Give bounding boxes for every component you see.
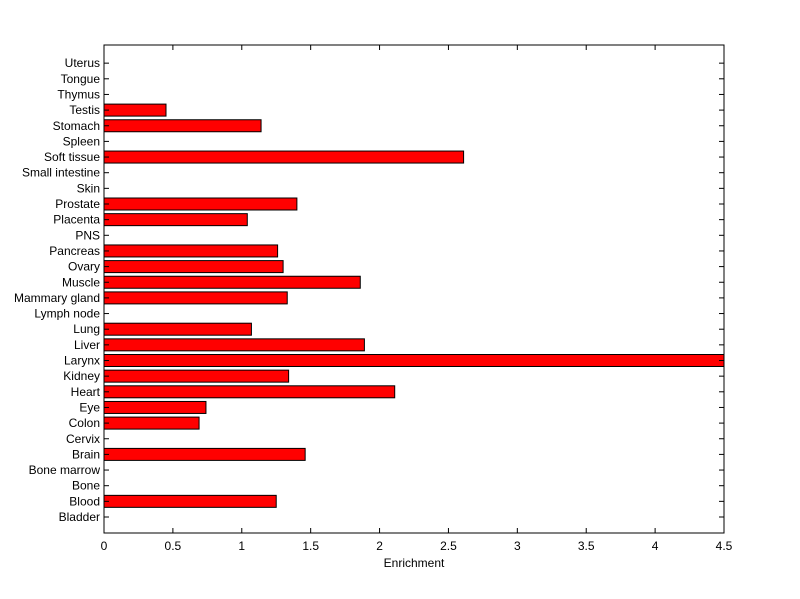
y-tick-label: Bone marrow xyxy=(29,463,101,477)
y-tick-label: Prostate xyxy=(55,197,100,211)
bar-soft-tissue xyxy=(103,150,465,164)
y-tick-label: Eye xyxy=(79,400,100,414)
y-tick-label: Spleen xyxy=(63,134,100,148)
bar-eye xyxy=(103,400,207,414)
y-tick-label: Lymph node xyxy=(34,307,100,321)
y-tick-label: Testis xyxy=(69,103,100,117)
x-tick-label: 1.5 xyxy=(302,539,319,553)
y-tick-label: Thymus xyxy=(57,87,100,101)
y-tick-label: Heart xyxy=(71,385,101,399)
bar-muscle xyxy=(103,275,361,289)
y-tick-label: Uterus xyxy=(65,56,100,70)
bar-ovary xyxy=(103,260,284,274)
bar-pancreas xyxy=(103,244,279,258)
bar-stomach xyxy=(103,119,262,133)
y-tick-label: Liver xyxy=(74,338,100,352)
x-axis-title: Enrichment xyxy=(384,556,445,570)
bar-prostate xyxy=(103,197,298,211)
y-tick-label: Colon xyxy=(69,416,100,430)
y-tick-label: Small intestine xyxy=(22,166,100,180)
x-tick-label: 2 xyxy=(376,539,383,553)
bar-lung xyxy=(103,322,252,336)
bar-blood xyxy=(103,494,277,508)
y-tick-label: Pancreas xyxy=(49,244,100,258)
bar-larynx xyxy=(103,354,725,367)
x-tick-label: 0 xyxy=(101,539,108,553)
y-tick-label: Kidney xyxy=(63,369,100,383)
x-tick-label: 0.5 xyxy=(165,539,182,553)
x-ticks-group: 0 0.5 1 1.5 2 2.5 3 3.5 4 4.5 xyxy=(101,45,733,553)
x-tick-label: 4 xyxy=(652,539,659,553)
y-tick-label: PNS xyxy=(75,228,100,242)
y-tick-label: Skin xyxy=(77,181,100,195)
y-tick-label: Placenta xyxy=(53,213,100,227)
bar-testis xyxy=(103,103,167,117)
x-tick-label: 3.5 xyxy=(578,539,595,553)
bar-liver xyxy=(103,338,365,352)
bar-kidney xyxy=(103,369,290,383)
bar-mammary-gland xyxy=(103,291,288,305)
axes-frame xyxy=(103,44,725,534)
x-tick-label: 3 xyxy=(514,539,521,553)
y-tick-label: Tongue xyxy=(61,72,101,86)
bar-heart xyxy=(103,385,396,399)
bar-placenta xyxy=(103,213,248,227)
x-tick-label: 4.5 xyxy=(716,539,733,553)
bar-brain xyxy=(103,447,306,461)
y-tick-label: Lung xyxy=(73,322,100,336)
y-tick-label: Bone xyxy=(72,479,100,493)
y-tick-label: Ovary xyxy=(68,260,100,274)
x-tick-label: 1 xyxy=(238,539,245,553)
y-tick-label: Mammary gland xyxy=(14,291,100,305)
y-tick-label: Bladder xyxy=(59,510,100,524)
y-tick-label: Soft tissue xyxy=(44,150,100,164)
y-tick-label: Brain xyxy=(72,447,100,461)
x-tick-label: 2.5 xyxy=(440,539,457,553)
bar-colon xyxy=(103,416,200,430)
y-tick-label: Blood xyxy=(69,494,100,508)
y-tick-label: Larynx xyxy=(64,354,100,368)
y-tick-label: Cervix xyxy=(66,432,100,446)
y-tick-label: Muscle xyxy=(62,275,100,289)
y-tick-label: Stomach xyxy=(53,119,100,133)
